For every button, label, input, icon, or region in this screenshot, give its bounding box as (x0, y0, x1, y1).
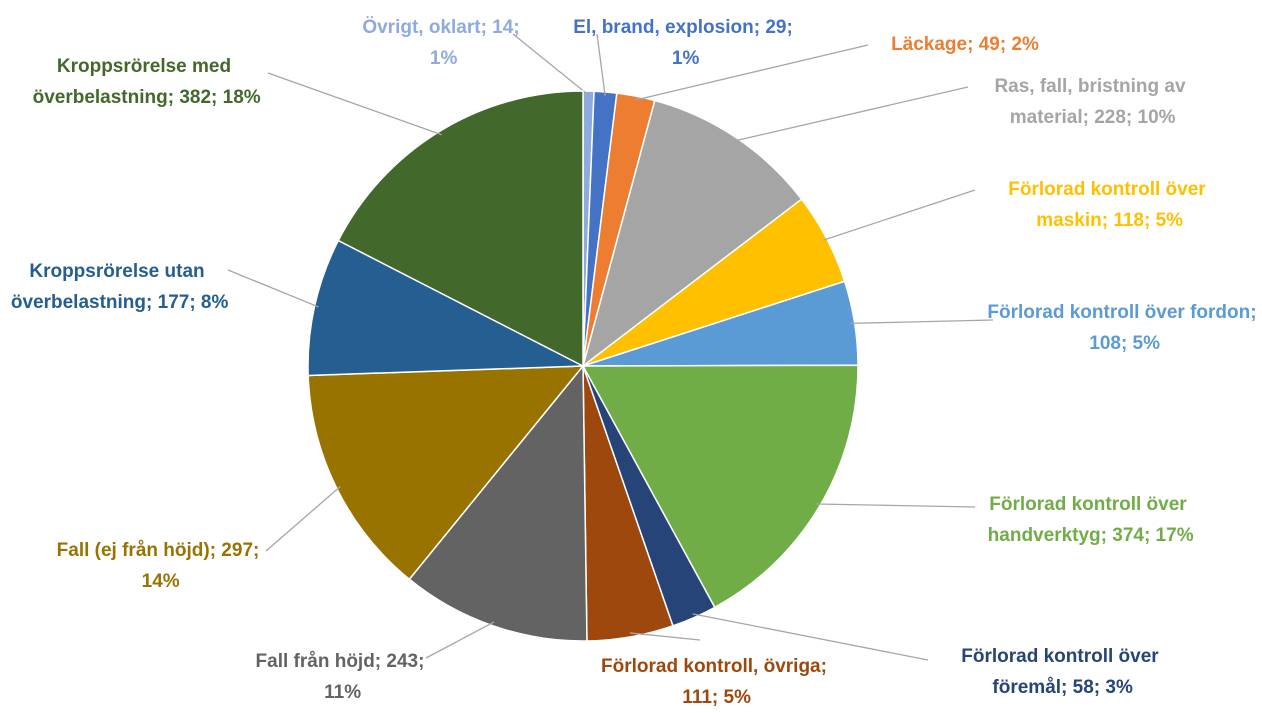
label-line: överbelastning; 177; 8% (6, 292, 229, 313)
leader-line (850, 319, 994, 325)
data-label: Förlorad kontroll över föremål; 58; 3% (961, 646, 1159, 698)
pie-slice (307, 239, 586, 377)
label-line: Ras, fall, bristning av (994, 76, 1186, 97)
data-label: Fall från höjd; 243; 11% (256, 651, 425, 703)
label-line: föremål; 58; 3% (987, 677, 1133, 698)
label-line: 14% (136, 571, 179, 592)
leader-line (227, 269, 319, 308)
label-line: Förlorad kontroll över (989, 494, 1187, 515)
pie-slice (408, 363, 588, 642)
label-line: Fall från höjd; 243; (256, 651, 425, 672)
label-line: Förlorad kontroll, övriga; (601, 656, 827, 677)
data-label: Läckage; 49; 2% (891, 34, 1039, 55)
label-line: Kroppsrörelse med (57, 56, 231, 77)
data-label: Kroppsrörelse utan överbelastning; 177; … (6, 261, 229, 313)
leader-line (425, 621, 495, 659)
label-line: handverktyg; 374; 17% (982, 525, 1193, 546)
label-line: material; 228; 10% (1004, 107, 1175, 128)
pie-slice (581, 364, 859, 609)
data-label: Förlorad kontroll över fordon; 108; 5% (987, 302, 1256, 354)
label-line: 11% (319, 682, 361, 703)
data-label: El, brand, explosion; 29; 1% (573, 17, 793, 69)
label-line: Förlorad kontroll över (1008, 179, 1206, 200)
leader-line (733, 86, 969, 142)
label-line: 108; 5% (1084, 333, 1160, 354)
pie-slice (337, 90, 584, 368)
label-line: 1% (667, 48, 700, 69)
label-line: Förlorad kontroll över (961, 646, 1159, 667)
data-label: Förlorad kontroll över maskin; 118; 5% (1008, 179, 1206, 231)
leader-line (265, 486, 341, 552)
data-label: Kroppsrörelse med överbelastning; 382; 1… (27, 56, 260, 108)
leader-line (267, 72, 442, 136)
data-label: Förlorad kontroll över handverktyg; 374;… (982, 494, 1193, 546)
data-label: Ras, fall, bristning av material; 228; 1… (994, 76, 1186, 128)
label-line: El, brand, explosion; 29; (573, 17, 793, 38)
label-line: Fall (ej från höjd); 297; (57, 540, 260, 561)
label-line: 1% (425, 48, 458, 69)
pie-slice (581, 99, 803, 368)
data-label: Övrigt, oklart; 14; 1% (362, 17, 519, 69)
label-line: Förlorad kontroll över fordon; (987, 302, 1256, 323)
label-line: Övrigt, oklart; 14; (362, 17, 519, 38)
leader-line (692, 613, 929, 661)
data-label: Förlorad kontroll, övriga; 111; 5% (601, 656, 827, 708)
pie-slice (307, 365, 585, 581)
leader-line (635, 44, 869, 101)
label-line: överbelastning; 382; 18% (27, 87, 260, 108)
data-label: Fall (ej från höjd); 297; 14% (57, 540, 260, 592)
leader-line (512, 33, 589, 96)
leader-line (629, 632, 701, 641)
label-line: Läckage; 49; 2% (891, 34, 1039, 55)
label-line: 111; 5% (677, 687, 751, 708)
leader-line (816, 503, 976, 508)
leader-line (596, 33, 606, 96)
label-line: maskin; 118; 5% (1031, 210, 1183, 231)
leader-line (822, 189, 976, 241)
label-line: Kroppsrörelse utan (29, 261, 204, 282)
